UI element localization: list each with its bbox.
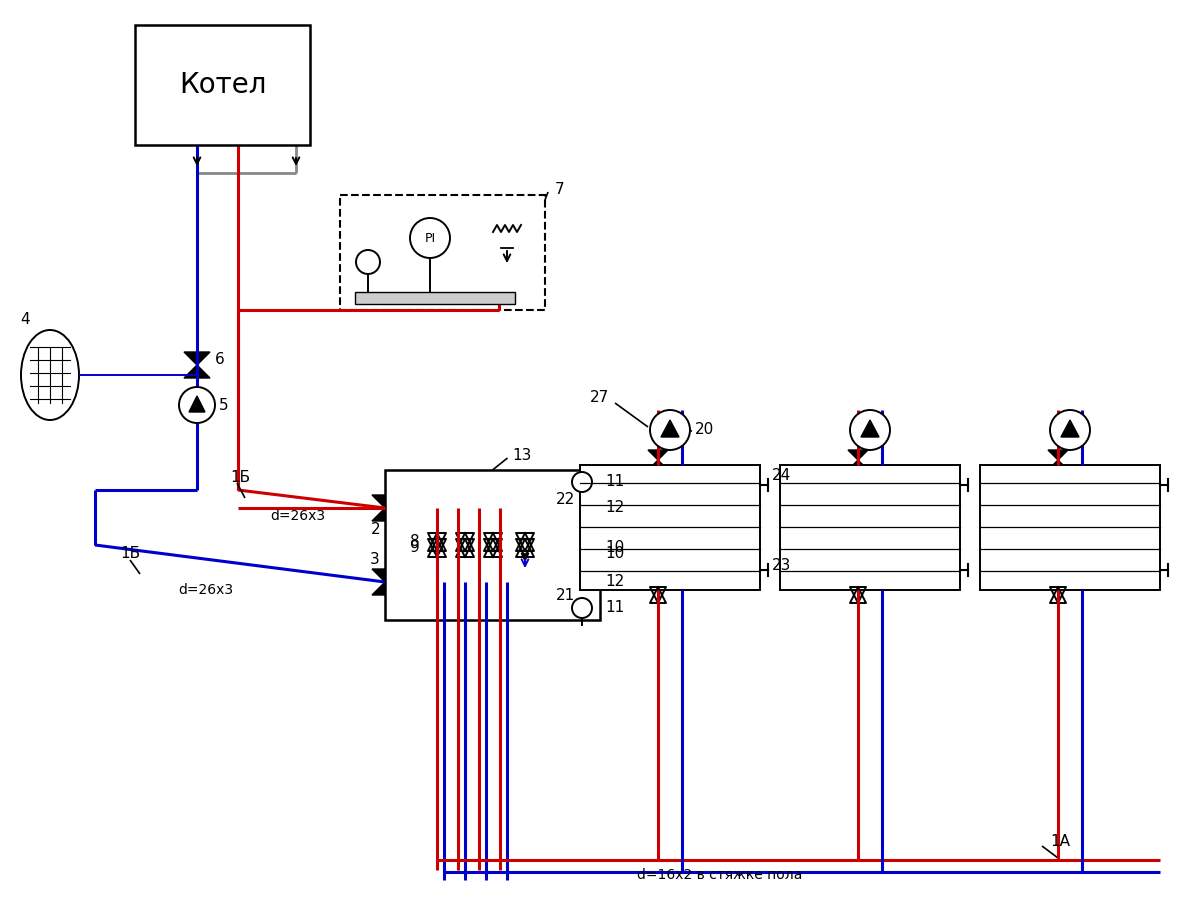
Text: 11: 11 [605, 600, 625, 616]
Polygon shape [660, 420, 679, 437]
Polygon shape [848, 460, 868, 470]
Text: 12: 12 [605, 574, 625, 590]
Polygon shape [184, 365, 209, 378]
Bar [580, 465, 760, 590]
Circle shape [572, 598, 591, 618]
Ellipse shape [21, 330, 79, 420]
Circle shape [650, 410, 690, 450]
Bar [779, 465, 960, 590]
Polygon shape [372, 495, 397, 508]
Bar [355, 292, 515, 304]
Circle shape [356, 250, 380, 274]
Polygon shape [649, 460, 668, 470]
Text: 24: 24 [772, 467, 791, 482]
Polygon shape [649, 450, 668, 460]
Circle shape [411, 218, 450, 258]
Text: 13: 13 [513, 447, 532, 463]
Bar [134, 25, 311, 145]
Text: 23: 23 [772, 557, 791, 572]
Text: 7: 7 [555, 183, 564, 197]
Text: 6: 6 [215, 353, 225, 367]
Text: 10: 10 [605, 539, 625, 554]
Bar [386, 470, 600, 620]
Polygon shape [1048, 460, 1067, 470]
Text: 10: 10 [605, 545, 625, 561]
Text: Котел: Котел [178, 71, 267, 99]
Circle shape [850, 410, 890, 450]
Bar [981, 465, 1160, 590]
Text: 20: 20 [695, 422, 714, 437]
Polygon shape [372, 508, 397, 521]
Text: 8: 8 [411, 535, 420, 550]
Circle shape [572, 472, 591, 492]
Text: d=26x3: d=26x3 [270, 509, 325, 523]
Polygon shape [848, 450, 868, 460]
Text: PI: PI [425, 231, 436, 245]
Polygon shape [189, 396, 205, 412]
Text: 9: 9 [411, 541, 420, 555]
Polygon shape [184, 352, 209, 365]
Polygon shape [1048, 450, 1067, 460]
Text: 5: 5 [219, 398, 228, 412]
Circle shape [178, 387, 215, 423]
Text: 11: 11 [605, 474, 625, 490]
Text: 3: 3 [370, 553, 380, 568]
Text: 1Б: 1Б [230, 471, 250, 485]
Polygon shape [1061, 420, 1079, 437]
Circle shape [1050, 410, 1090, 450]
Bar [340, 195, 545, 310]
Text: d=16x2 в стяжке пола: d=16x2 в стяжке пола [638, 868, 803, 882]
Text: 1А: 1А [1050, 834, 1070, 850]
Text: 1Б: 1Б [120, 546, 140, 562]
Text: 2: 2 [370, 523, 380, 537]
Text: d=26x3: d=26x3 [178, 583, 233, 597]
Polygon shape [372, 569, 397, 582]
Text: 4: 4 [20, 312, 30, 328]
Polygon shape [862, 420, 879, 437]
Polygon shape [372, 582, 397, 595]
Text: 21: 21 [556, 588, 575, 602]
Text: 12: 12 [605, 500, 625, 516]
Text: 22: 22 [556, 492, 575, 508]
Text: 27: 27 [590, 390, 609, 404]
